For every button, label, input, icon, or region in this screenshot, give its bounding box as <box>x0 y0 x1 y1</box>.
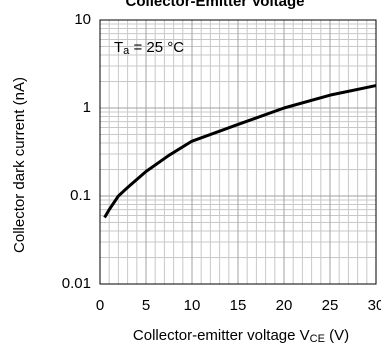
y-axis-label: Collector dark current (nA) <box>11 77 28 253</box>
x-tick-label: 15 <box>230 297 247 314</box>
x-axis-label-main: Collector-emitter voltage V <box>133 327 310 344</box>
x-axis-label-unit: (V) <box>325 327 349 344</box>
plot-frame <box>99 19 377 285</box>
x-tick-label: 20 <box>276 297 293 314</box>
data-line <box>103 84 377 219</box>
annotation-sub: a <box>123 45 130 57</box>
x-tick-label: 0 <box>96 297 104 314</box>
annotation-main: T <box>114 39 123 56</box>
x-axis-label-sub: CE <box>310 333 325 345</box>
x-tick-label: 25 <box>322 297 339 314</box>
x-tick-label: 30 <box>368 297 381 314</box>
x-tick-label: 5 <box>142 297 150 314</box>
x-tick-label: 10 <box>184 297 201 314</box>
annotation: Ta = 25 °C <box>114 39 184 57</box>
y-tick-label: 0.1 <box>70 187 91 204</box>
y-tick-label: 0.01 <box>62 275 91 292</box>
y-tick-label: 1 <box>83 99 91 116</box>
annotation-rest: = 25 °C <box>129 39 184 56</box>
chart-title: Collector-Emitter Voltage <box>126 0 305 10</box>
y-tick-label: 10 <box>74 11 91 28</box>
x-axis-label: Collector-emitter voltage VCE (V) <box>133 327 349 345</box>
